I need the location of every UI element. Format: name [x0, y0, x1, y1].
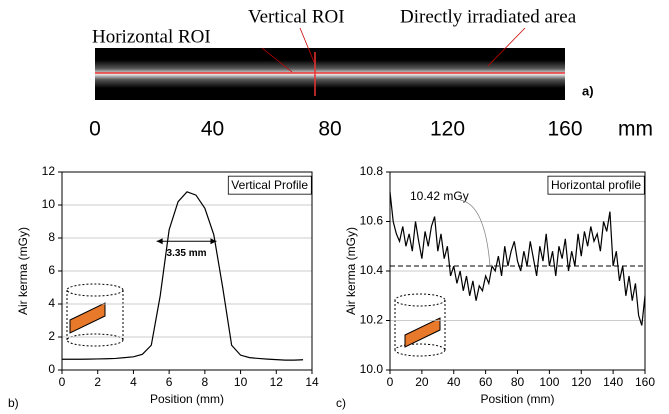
y-tick-label: 10.4: [360, 263, 384, 277]
x-tick-label: 4: [130, 375, 137, 389]
x-tick-label: 20: [415, 375, 429, 389]
ruler-unit: mm: [618, 118, 653, 141]
inset-c: [394, 293, 446, 357]
x-tick-label: 80: [511, 375, 525, 389]
y-tick-label: 12: [42, 164, 56, 178]
y-tick-label: 10.6: [360, 214, 384, 228]
y-tick-label: 4: [48, 296, 55, 310]
y-tick-label: 0: [48, 362, 55, 376]
data-line: [62, 191, 304, 361]
annotation: Horizontal profile: [551, 178, 641, 192]
y-axis-label: Air kerma (mGy): [344, 227, 358, 315]
x-tick-label: 100: [539, 375, 559, 389]
x-tick-label: 0: [387, 375, 394, 389]
inset-b: [66, 283, 124, 347]
panel-label: a): [582, 83, 594, 98]
ruler-label: 160: [547, 118, 582, 141]
y-tick-label: 10: [42, 197, 56, 211]
pointer: [299, 27, 315, 63]
y-axis-label: Air kerma (mGy): [16, 227, 30, 315]
plot-frame: [389, 171, 646, 371]
x-tick-label: 120: [571, 375, 591, 389]
pointer: [261, 47, 293, 73]
data-line: [389, 191, 646, 326]
x-tick-label: 60: [479, 375, 493, 389]
y-tick-label: 8: [48, 230, 55, 244]
label: Horizontal ROI: [92, 26, 211, 47]
width-label: 3.35 mm: [167, 248, 207, 259]
y-tick-label: 6: [48, 263, 55, 277]
inset-slab: [69, 302, 106, 334]
pointer: [487, 27, 526, 67]
y-tick-label: 10.0: [360, 362, 384, 376]
label: Directly irradiated area: [400, 6, 577, 27]
panel-label: c): [336, 396, 346, 410]
x-tick-label: 10: [234, 375, 248, 389]
x-tick-label: 40: [447, 375, 461, 389]
x-tick-label: 12: [270, 375, 284, 389]
ruler-label: 120: [430, 118, 465, 141]
inset-slab: [404, 317, 441, 348]
x-tick-label: 160: [635, 375, 655, 389]
x-tick-label: 6: [166, 375, 173, 389]
ruler-label: 80: [318, 118, 341, 141]
y-tick-label: 10.8: [360, 164, 384, 178]
arrowhead: [156, 238, 217, 245]
y-tick-label: 2: [48, 329, 55, 343]
x-tick-label: 14: [305, 375, 319, 389]
panel-label: b): [8, 396, 19, 410]
x-tick-label: 140: [603, 375, 623, 389]
x-tick-label: 0: [59, 375, 66, 389]
annotation: Vertical Profile: [231, 178, 308, 192]
ruler-label: 0: [89, 118, 101, 141]
annotation-box: [227, 175, 312, 195]
plot-frame: [61, 171, 313, 371]
irradiated-band: [95, 60, 565, 88]
x-axis-label: Position (mm): [480, 392, 554, 406]
x-axis-label: Position (mm): [150, 392, 224, 406]
pointer: [459, 199, 491, 267]
x-tick-label: 2: [94, 375, 101, 389]
annotation-box: [547, 175, 645, 195]
y-tick-label: 10.2: [360, 313, 384, 327]
reference-label: 10.42 mGy: [410, 189, 469, 203]
x-tick-label: 8: [202, 375, 209, 389]
label: Vertical ROI: [248, 6, 345, 27]
ruler-label: 40: [201, 118, 224, 141]
